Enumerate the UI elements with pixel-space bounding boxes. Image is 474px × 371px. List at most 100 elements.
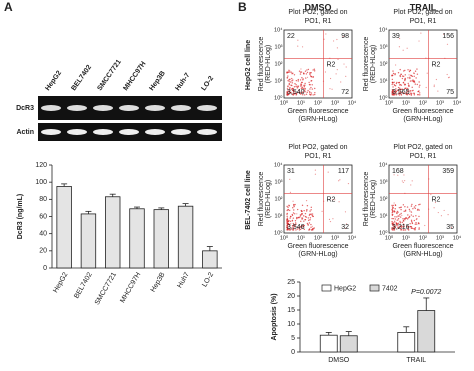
event-dot <box>338 201 340 203</box>
event-dot <box>291 89 294 91</box>
x-tick-label: 10⁴ <box>348 99 357 106</box>
event-dot <box>391 207 394 210</box>
event-dot <box>402 219 405 222</box>
event-dot <box>392 213 394 216</box>
event-dot <box>416 209 419 211</box>
event-dot <box>301 212 303 215</box>
legend-swatch <box>369 284 380 292</box>
event-dot <box>288 205 291 207</box>
event-dot <box>407 87 409 90</box>
event-dot <box>404 229 407 231</box>
event-dot <box>291 227 293 229</box>
event-dot <box>295 229 297 231</box>
plot-title: Plot PO2, gated on <box>288 144 347 151</box>
lane-label: Hep3B <box>148 70 166 92</box>
event-dot <box>399 216 402 218</box>
plot-title: PO1, R1 <box>305 18 332 25</box>
band <box>67 129 87 135</box>
bar <box>202 250 218 269</box>
event-dot <box>407 217 410 219</box>
event-dot <box>309 213 311 215</box>
x-tick-label: 10³ <box>436 235 444 241</box>
quadrant-count: 3,216 <box>392 224 410 231</box>
event-dot <box>292 79 294 81</box>
event-dot <box>400 206 402 209</box>
panel-label: B <box>238 0 247 14</box>
event-dot <box>393 229 396 231</box>
event-dot <box>305 200 308 202</box>
event-dot <box>299 71 302 73</box>
event-dot <box>306 222 309 225</box>
x-tick-label: 10³ <box>436 100 444 106</box>
event-dot <box>344 211 347 213</box>
event-dot <box>413 94 416 96</box>
event-dot <box>404 210 407 212</box>
x-tick-label: 10⁴ <box>453 234 462 241</box>
event-dot <box>309 73 311 76</box>
event-dot <box>409 225 412 228</box>
bar <box>129 208 145 269</box>
lane-label: SMCC7721 <box>96 58 123 92</box>
event-dot <box>402 92 404 94</box>
event-dot <box>409 76 411 79</box>
event-dot <box>414 70 417 72</box>
event-dot <box>392 89 395 91</box>
event-dot <box>301 46 304 48</box>
x-tick-label: Huh7 <box>176 271 190 289</box>
event-dot <box>410 214 413 216</box>
event-dot <box>397 217 400 220</box>
event-dot <box>299 79 302 81</box>
event-dot <box>289 86 291 89</box>
event-dot <box>288 90 290 92</box>
band <box>93 105 113 111</box>
event-dot <box>306 205 309 207</box>
event-dot <box>410 220 413 223</box>
event-dot <box>286 217 289 219</box>
event-dot <box>415 218 417 221</box>
event-dot <box>404 206 406 208</box>
event-dot <box>410 205 413 207</box>
bar <box>319 334 338 353</box>
event-dot <box>312 76 314 78</box>
event-dot <box>307 89 309 92</box>
event-dot <box>301 91 304 94</box>
event-dot <box>342 35 344 37</box>
event-dot <box>404 87 406 90</box>
event-dot <box>303 224 305 227</box>
event-dot <box>418 209 420 211</box>
event-dot <box>310 80 312 82</box>
y-tick-label: 120 <box>35 162 47 169</box>
quadrant-count: 22 <box>287 33 295 40</box>
event-dot <box>406 206 409 208</box>
event-dot <box>409 92 412 94</box>
legend-label: HepG2 <box>334 285 356 292</box>
event-dot <box>408 229 410 231</box>
event-dot <box>311 84 313 86</box>
y-tick-label: 10¹ <box>380 78 388 84</box>
event-dot <box>294 203 296 206</box>
event-dot <box>391 217 393 220</box>
event-dot <box>289 227 291 230</box>
y-axis-label: (RED-HLog) <box>370 180 377 219</box>
event-dot <box>344 227 347 230</box>
event-dot <box>314 173 317 175</box>
event-dot <box>400 94 403 96</box>
y-tick-label: 10⁴ <box>274 26 283 33</box>
event-dot <box>289 81 292 83</box>
event-dot <box>393 224 395 226</box>
event-dot <box>413 92 415 94</box>
event-dot <box>404 217 407 220</box>
event-dot <box>293 209 295 211</box>
quadrant-count: 32 <box>341 224 349 231</box>
event-dot <box>391 75 393 77</box>
event-dot <box>397 215 399 217</box>
event-dot <box>291 77 293 80</box>
event-dot <box>404 74 406 76</box>
y-tick-label: 10⁰ <box>379 229 388 236</box>
row-header: HepG2 cell line <box>245 40 252 90</box>
event-dot <box>395 94 397 96</box>
event-dot <box>301 210 303 213</box>
event-dot <box>293 86 296 88</box>
event-dot <box>400 227 402 229</box>
event-dot <box>394 204 397 206</box>
